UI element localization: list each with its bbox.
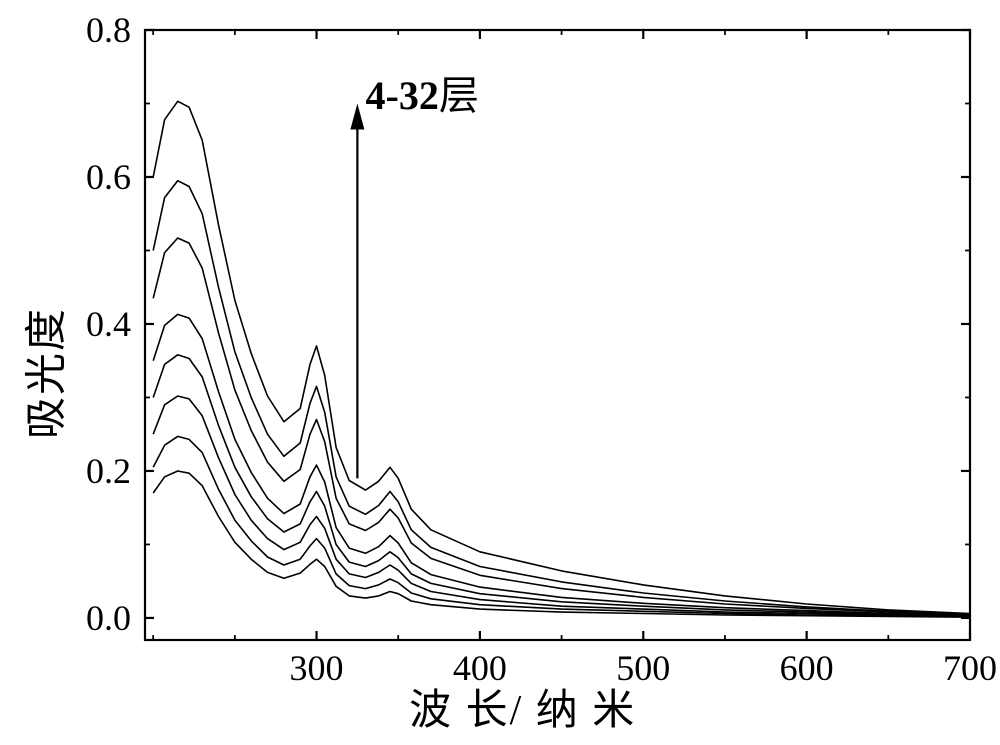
svg-text:700: 700 [943,648,997,688]
y-axis-label: 吸光度 [13,306,74,438]
chart-svg: 3004005006007000.00.20.40.60.8 [0,0,1000,745]
layer-annotation: 4-32层 [366,63,479,121]
svg-text:0.4: 0.4 [86,304,131,344]
svg-text:0.2: 0.2 [86,451,131,491]
svg-text:0.0: 0.0 [86,598,131,638]
annotation-rest: 层 [439,73,479,118]
svg-text:600: 600 [780,648,834,688]
annotation-bold: 4-32 [366,73,439,118]
svg-text:300: 300 [290,648,344,688]
x-axis-label: 波 长/ 纳 米 [409,676,636,737]
absorbance-spectra-chart: 吸光度 波 长/ 纳 米 4-32层 3004005006007000.00.2… [0,0,1000,745]
svg-text:0.6: 0.6 [86,157,131,197]
svg-text:0.8: 0.8 [86,10,131,50]
